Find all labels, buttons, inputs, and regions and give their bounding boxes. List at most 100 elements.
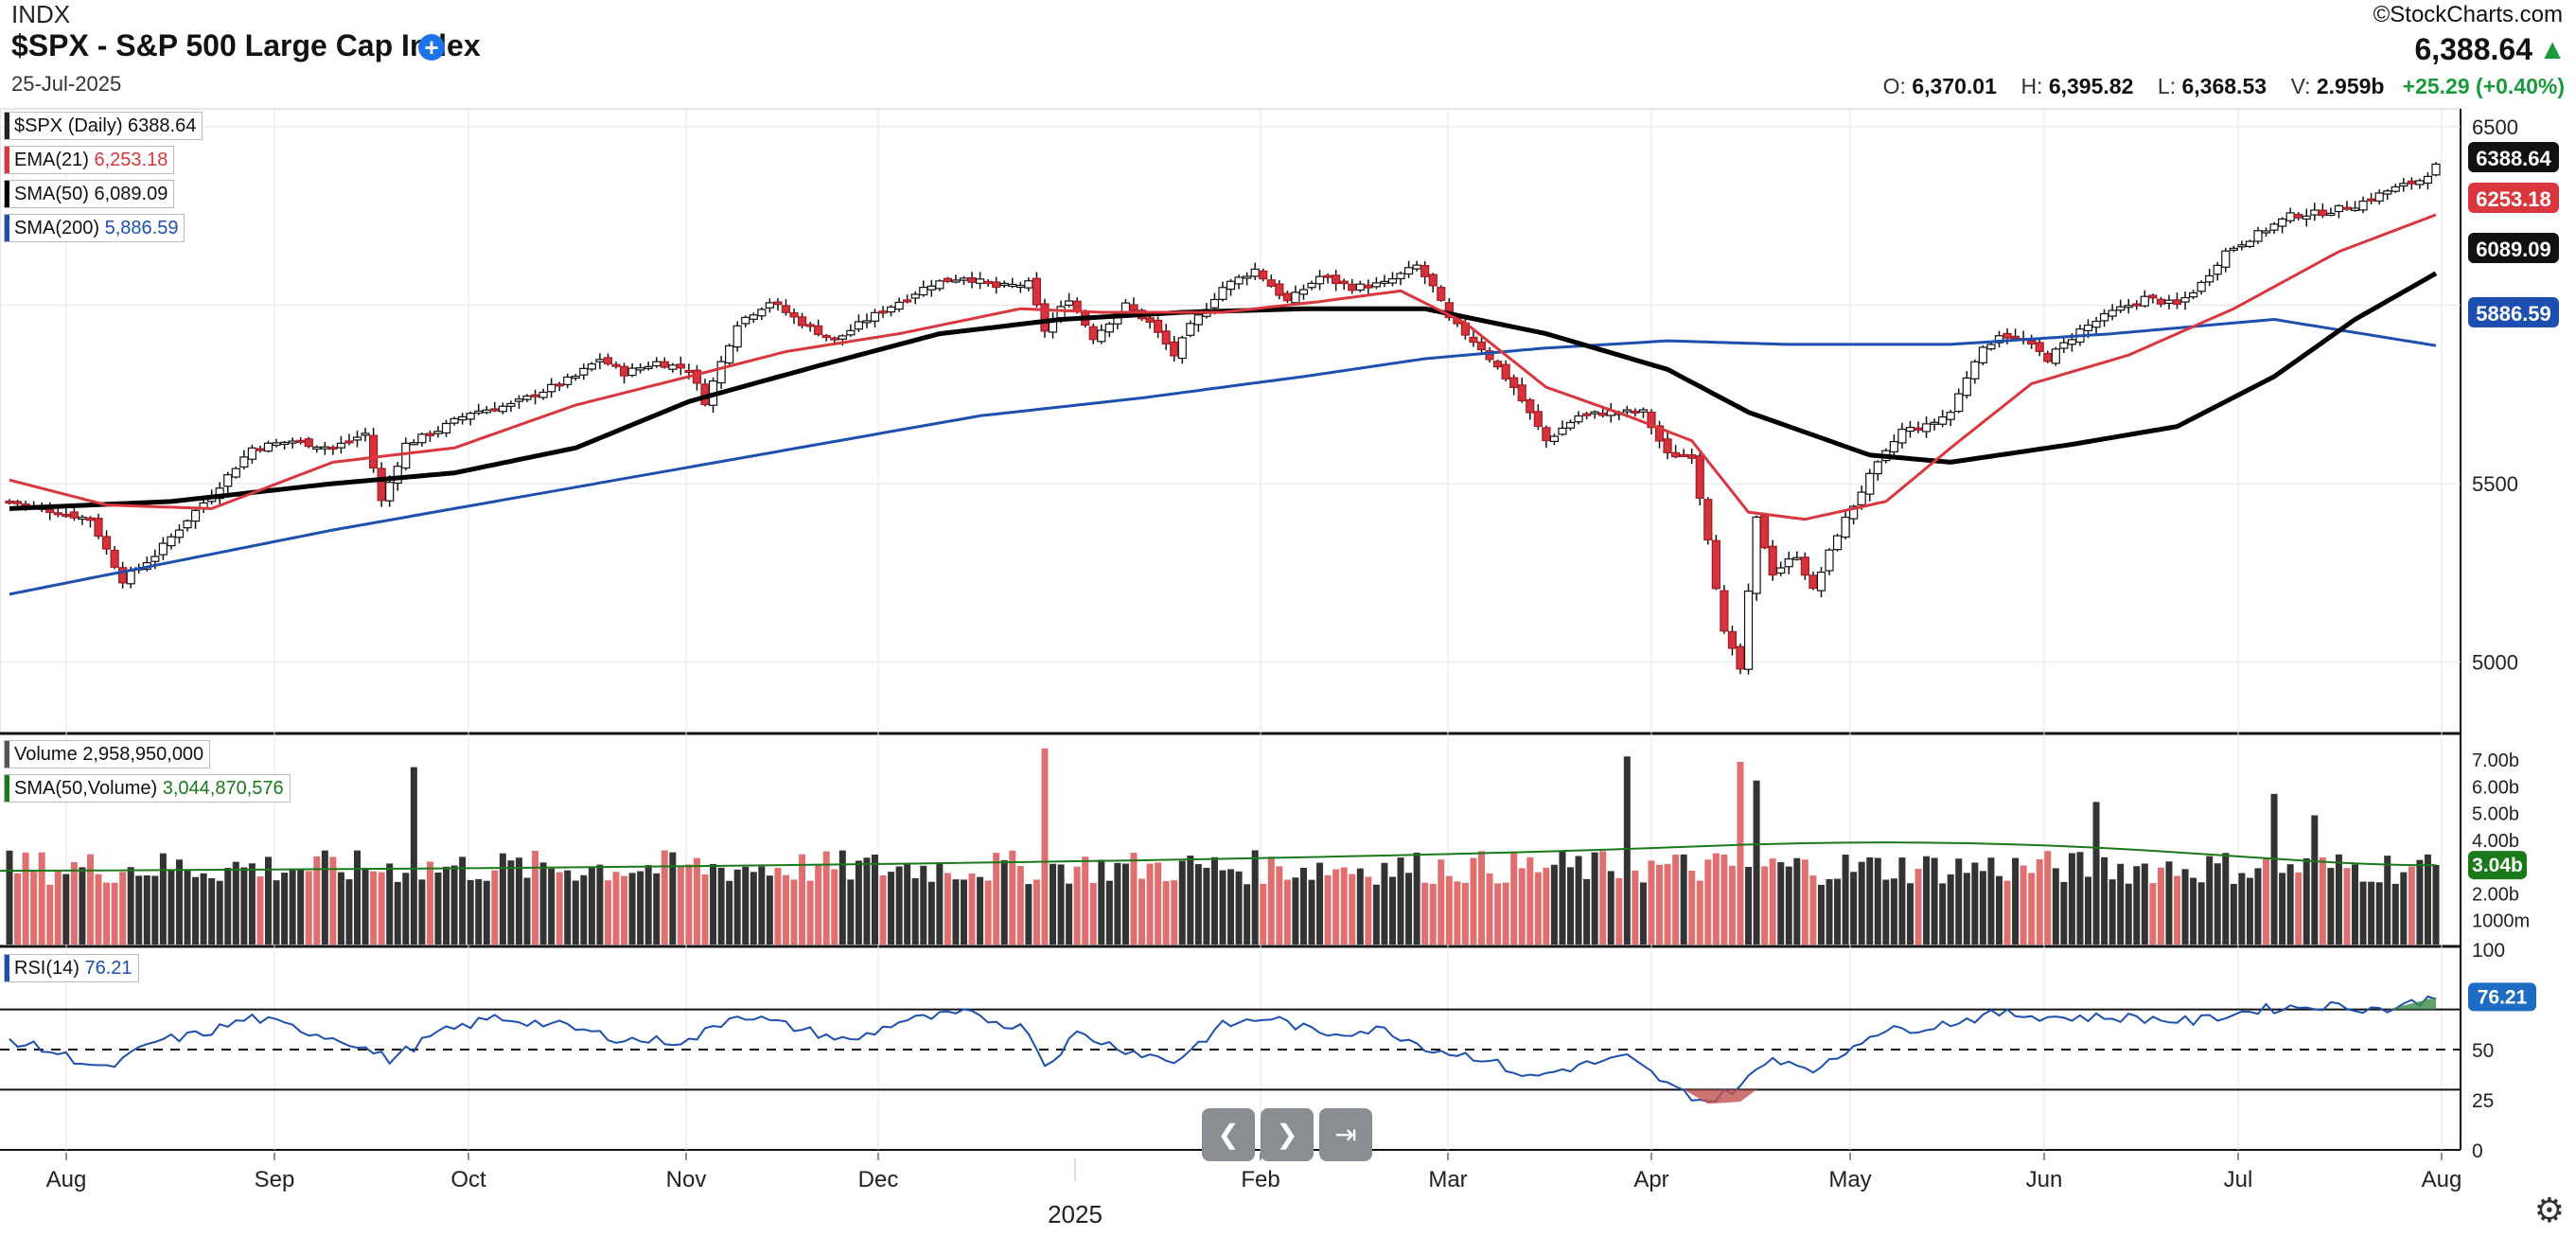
volume-bar (1421, 882, 1429, 945)
volume-bar (2352, 864, 2359, 945)
price-candle (789, 311, 799, 318)
price-candle (490, 408, 500, 412)
price-candle (1526, 398, 1535, 414)
price-candle (158, 542, 168, 556)
volume-bar (1777, 862, 1785, 945)
price-candle (288, 440, 297, 444)
volume-bar (1009, 850, 1016, 945)
volume-bar (1664, 863, 1671, 945)
volume-bar (726, 880, 733, 945)
price-candle (1170, 341, 1179, 357)
volume-bar (621, 875, 628, 945)
legend-rsi[interactable]: RSI(14) 76.21 (4, 954, 139, 982)
price-candle (1161, 330, 1171, 345)
add-symbol-button[interactable]: + (418, 34, 445, 61)
price-candle (126, 570, 135, 585)
volume-bar (2133, 866, 2141, 945)
volume-bar (661, 850, 668, 945)
rsi-overbought-fill (2387, 997, 2436, 1010)
price-candle (2399, 183, 2408, 187)
change-value: +25.29 (+0.40%) (2402, 74, 2565, 98)
volume-bar (434, 872, 442, 945)
legend-volume[interactable]: Volume 2,958,950,000 (4, 740, 211, 768)
volume-bar (644, 865, 652, 945)
price-candle (2285, 212, 2295, 221)
settings-button[interactable]: ⚙ (2534, 1191, 2565, 1230)
volume-bar (2165, 861, 2173, 945)
brand-logo[interactable]: ©StockCharts.com (2373, 2, 2563, 27)
volume-bar (305, 871, 312, 945)
volume-bar (1372, 884, 1380, 945)
price-candle (2010, 335, 2020, 340)
volume-bar (790, 879, 798, 945)
price-candle (2083, 324, 2093, 331)
volume-bar (1615, 877, 1623, 945)
volume-bar (733, 869, 741, 945)
volume-bar (693, 857, 700, 945)
volume-bar (2020, 865, 2027, 945)
volume-bar (1066, 883, 1073, 945)
price-candle (344, 440, 354, 444)
jump-to-end-button[interactable]: ⇥ (1319, 1108, 1372, 1161)
price-candle (2326, 212, 2336, 216)
volume-bar (1745, 866, 1753, 945)
volume-bar (2384, 856, 2391, 945)
price-candle (1679, 453, 1688, 457)
ema21-value-tag-bg (2468, 183, 2559, 213)
x-tick-label: Apr (1633, 1167, 1668, 1192)
sma50-value-tag-bg (2468, 233, 2559, 263)
price-candle (1509, 377, 1519, 388)
volume-tick-label: 1000m (2472, 911, 2530, 932)
price-candle (2124, 305, 2133, 309)
price-candle (1671, 451, 1681, 458)
volume-bar (2003, 880, 2011, 945)
price-candle (1371, 282, 1381, 288)
volume-bar (394, 881, 401, 945)
price-candle (959, 277, 969, 281)
volume-bar (2222, 853, 2230, 945)
price-candle (2294, 213, 2303, 219)
volume-bar (2108, 879, 2116, 945)
legend-sma50-label: SMA(50) (14, 184, 89, 204)
legend-price[interactable]: $SPX (Daily) 6388.64 (4, 112, 203, 140)
legend-sma200[interactable]: SMA(200) 5,886.59 (4, 214, 185, 242)
legend-price-label: $SPX (Daily) (14, 115, 123, 136)
price-candle (5, 500, 14, 504)
volume-bar (799, 854, 806, 945)
price-candle (1243, 275, 1252, 279)
price-candle (1298, 289, 1309, 295)
price-candle (2342, 206, 2352, 210)
price-candle (1501, 363, 1510, 380)
price-candle (1032, 277, 1042, 306)
volume-bar (1381, 862, 1388, 945)
volume-bar (2141, 863, 2148, 945)
price-candle (1994, 335, 2004, 344)
high-value: 6,395.82 (2048, 74, 2134, 98)
price-candle (878, 310, 888, 314)
price-candle (2350, 207, 2360, 211)
volume-bar (1696, 880, 1703, 945)
scroll-forward-button[interactable]: ❯ (1261, 1108, 1314, 1161)
low-value: 6,368.53 (2181, 74, 2267, 98)
scroll-back-button[interactable]: ❮ (1202, 1108, 1255, 1161)
volume-bar (572, 880, 579, 945)
volume-bar (1559, 851, 1566, 945)
price-candle (749, 314, 758, 320)
price-candle (1736, 645, 1745, 670)
volume-bar (2335, 854, 2342, 945)
price-candle (78, 516, 87, 521)
volume-bar (216, 880, 223, 945)
legend-ema21[interactable]: EMA(21) 6,253.18 (4, 146, 175, 174)
legend-sma50[interactable]: SMA(50) 6,089.09 (4, 180, 175, 208)
price-candle (2415, 180, 2425, 185)
volume-bar (1227, 869, 1235, 945)
volume-bar (1429, 883, 1437, 945)
volume-bar (1438, 859, 1445, 945)
price-candle (1209, 298, 1220, 309)
price-candle (547, 383, 556, 393)
volume-bar (402, 873, 410, 945)
volume-bar (1931, 857, 1938, 945)
legend-volume-sma[interactable]: SMA(50,Volume) 3,044,870,576 (4, 774, 291, 803)
price-candle (1380, 280, 1389, 284)
price-candle (498, 405, 507, 413)
